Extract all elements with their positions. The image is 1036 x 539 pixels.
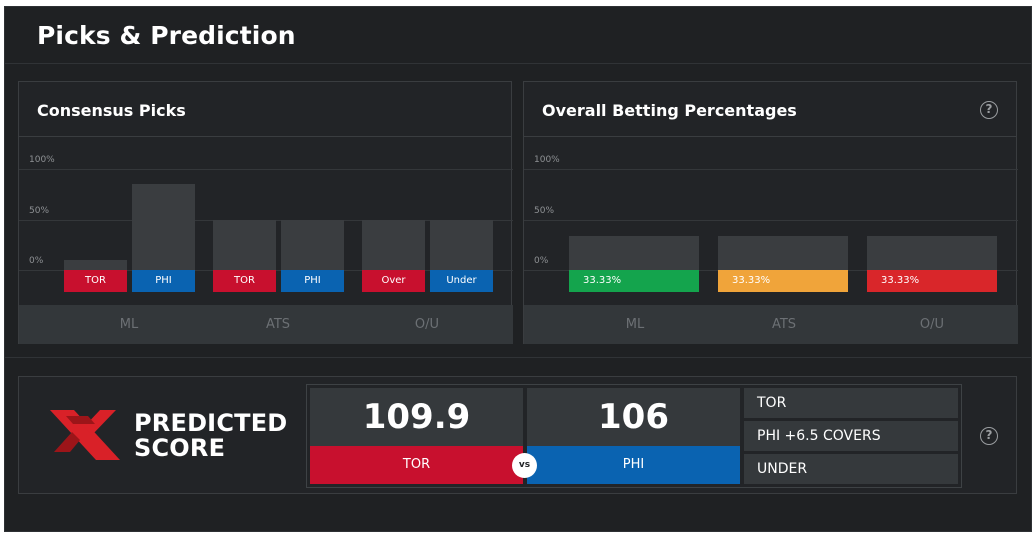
category-label-ou: O/U <box>414 317 440 332</box>
consensus-bar <box>132 184 195 270</box>
category-label-ml: ML <box>119 317 139 332</box>
consensus-picks-panel: Consensus Picks 100% 50% 0% TOR PHI TOR PHI… <box>18 81 513 344</box>
home-score: 109.9 <box>362 397 471 437</box>
consensus-bar-label: PHI <box>132 270 195 292</box>
consensus-bar-label: Under <box>430 270 493 292</box>
result-spread: PHI +6.5 COVERS <box>744 421 958 451</box>
panel-divider <box>19 136 511 137</box>
vs-badge: vs <box>512 453 537 478</box>
result-moneyline: TOR <box>744 388 958 418</box>
consensus-bar-label: PHI <box>281 270 344 292</box>
category-bar <box>19 305 513 344</box>
help-icon[interactable]: ? <box>980 101 998 119</box>
y-tick-label: 0% <box>534 256 549 266</box>
gridline <box>19 169 513 170</box>
panel-divider <box>524 136 1016 137</box>
consensus-bar-label: TOR <box>64 270 127 292</box>
page-title: Picks & Prediction <box>37 21 296 50</box>
betting-bar <box>718 236 848 270</box>
picks-prediction-widget: Picks & Prediction Consensus Picks 100% … <box>4 6 1032 532</box>
away-score: 106 <box>598 397 669 437</box>
category-label-ats: ATS <box>771 317 797 332</box>
consensus-bar <box>362 219 425 270</box>
gridline <box>524 220 1018 221</box>
predicted-score-panel: PREDICTED SCORE 109.9 TOR 106 PHI vs TOR… <box>18 376 1017 494</box>
away-score-box: 106 <box>527 388 740 446</box>
panel-title: Overall Betting Percentages <box>542 101 797 120</box>
consensus-bar <box>64 259 127 270</box>
category-bar <box>524 305 1018 344</box>
betting-bar <box>569 236 699 270</box>
away-team-bar: PHI <box>527 446 740 484</box>
consensus-bar <box>281 219 344 270</box>
widget-header: Picks & Prediction <box>5 7 1031 64</box>
consensus-bar-label: TOR <box>213 270 276 292</box>
result-total: UNDER <box>744 454 958 484</box>
home-score-box: 109.9 <box>310 388 523 446</box>
predicted-label: PREDICTED <box>134 409 288 437</box>
consensus-bar-label: Over <box>362 270 425 292</box>
y-tick-label: 50% <box>29 206 50 216</box>
score-box-frame <box>306 384 962 488</box>
brand-x-logo-icon <box>50 410 120 460</box>
betting-percentages-panel: Overall Betting Percentages ? 100% 50% 0… <box>523 81 1018 344</box>
category-label-ml: ML <box>625 317 645 332</box>
betting-bar-label: 33.33% <box>718 270 848 292</box>
consensus-bar <box>430 219 493 270</box>
category-label-ou: O/U <box>919 317 945 332</box>
betting-bar-label: 33.33% <box>569 270 699 292</box>
consensus-bar <box>213 219 276 270</box>
section-divider <box>5 357 1031 358</box>
gridline <box>524 169 1018 170</box>
panel-title: Consensus Picks <box>37 101 186 120</box>
category-label-ats: ATS <box>265 317 291 332</box>
y-tick-label: 100% <box>29 155 55 165</box>
betting-bar <box>867 236 997 270</box>
y-tick-label: 100% <box>534 155 560 165</box>
betting-bar-label: 33.33% <box>867 270 997 292</box>
y-tick-label: 0% <box>29 256 44 266</box>
home-team-bar: TOR <box>310 446 523 484</box>
help-icon[interactable]: ? <box>980 427 998 445</box>
y-tick-label: 50% <box>534 206 555 216</box>
score-label: SCORE <box>134 434 226 462</box>
